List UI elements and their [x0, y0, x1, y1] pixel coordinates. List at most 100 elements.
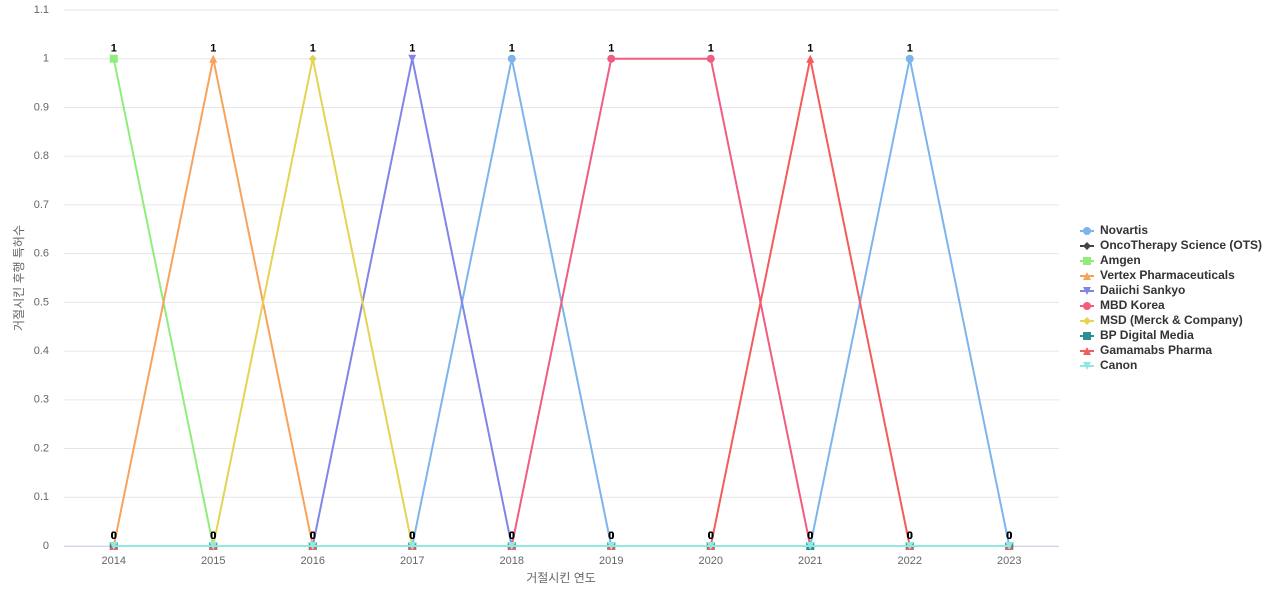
- data-label: 0: [310, 530, 316, 542]
- data-label: 1: [210, 43, 216, 55]
- marker: [607, 542, 616, 550]
- data-label: 0: [111, 530, 117, 542]
- y-axis-title: 거절시킨 후행 특허수: [11, 225, 26, 331]
- data-label: 0: [807, 530, 813, 542]
- data-label: 0: [1006, 530, 1012, 542]
- x-axis-title: 거절시킨 연도: [526, 571, 596, 585]
- legend-label: MSD (Merck & Company): [1100, 313, 1243, 327]
- marker: [507, 54, 516, 63]
- data-label: 0: [210, 530, 216, 542]
- data-label: 0: [608, 530, 614, 542]
- data-label: 0: [310, 530, 316, 542]
- data-label: 0: [708, 530, 714, 542]
- data-label: 0: [509, 530, 515, 542]
- data-label: 0: [409, 530, 415, 542]
- data-label: 0: [111, 530, 117, 542]
- legend-label: MBD Korea: [1100, 298, 1165, 312]
- y-tick-label: 0.9: [34, 101, 49, 113]
- legend-label: OncoTherapy Science (OTS): [1100, 238, 1262, 252]
- data-label: 0: [210, 530, 216, 542]
- data-label: 0: [907, 530, 913, 542]
- data-label: 1: [409, 43, 415, 55]
- x-tick-label: 2016: [301, 555, 325, 567]
- data-label: 0: [409, 530, 415, 542]
- marker: [408, 54, 417, 63]
- data-label: 0: [1006, 530, 1012, 542]
- x-tick-label: 2015: [201, 555, 225, 567]
- data-label: 0: [1006, 530, 1012, 542]
- marker: [1083, 287, 1091, 295]
- data-label: 0: [1006, 530, 1012, 542]
- marker: [109, 54, 118, 63]
- data-label: 0: [409, 530, 415, 542]
- data-label: 0: [708, 530, 714, 542]
- marker: [1083, 227, 1091, 235]
- data-label: 0: [1006, 530, 1012, 542]
- data-label: 1: [708, 43, 714, 55]
- data-label: 0: [509, 530, 515, 542]
- data-label: 0: [708, 530, 714, 542]
- data-label: 0: [210, 530, 216, 542]
- x-tick-label: 2017: [400, 555, 424, 567]
- marker: [308, 54, 317, 63]
- data-label: 0: [310, 530, 316, 542]
- marker: [1005, 542, 1014, 550]
- marker: [507, 542, 516, 550]
- data-label: 0: [111, 530, 117, 542]
- marker: [1083, 362, 1091, 370]
- legend-label: Canon: [1100, 358, 1137, 372]
- marker: [1083, 347, 1091, 355]
- data-label: 0: [907, 530, 913, 542]
- data-label: 0: [409, 530, 415, 542]
- y-tick-label: 0.5: [34, 296, 49, 308]
- data-label: 0: [807, 530, 813, 542]
- data-label: 1: [509, 43, 515, 55]
- y-tick-label: 1.1: [34, 4, 49, 16]
- data-label: 0: [807, 530, 813, 542]
- data-label: 0: [509, 530, 515, 542]
- marker: [905, 54, 914, 63]
- data-label: 0: [608, 530, 614, 542]
- marker: [706, 54, 715, 63]
- marker: [408, 542, 417, 550]
- data-label: 0: [310, 530, 316, 542]
- data-label: 0: [409, 530, 415, 542]
- data-label: 0: [708, 530, 714, 542]
- y-tick-label: 0.8: [34, 150, 49, 162]
- data-label: 0: [210, 530, 216, 542]
- data-label: 0: [708, 530, 714, 542]
- marker: [1083, 302, 1091, 310]
- y-tick-label: 0: [43, 540, 49, 552]
- data-label: 0: [708, 530, 714, 542]
- data-label: 0: [608, 530, 614, 542]
- x-tick-label: 2018: [500, 555, 524, 567]
- data-label: 0: [509, 530, 515, 542]
- data-label: 0: [608, 530, 614, 542]
- y-tick-label: 0.3: [34, 394, 49, 406]
- data-label: 0: [708, 530, 714, 542]
- data-label: 0: [807, 530, 813, 542]
- data-label: 0: [608, 530, 614, 542]
- data-label: 0: [210, 530, 216, 542]
- data-label: 0: [310, 530, 316, 542]
- data-label: 0: [310, 530, 316, 542]
- data-label: 0: [907, 530, 913, 542]
- marker: [706, 542, 715, 550]
- data-label: 0: [111, 530, 117, 542]
- data-label: 1: [608, 43, 614, 55]
- data-label: 0: [111, 530, 117, 542]
- legend-label: Amgen: [1100, 253, 1141, 267]
- y-tick-label: 0.6: [34, 248, 49, 260]
- data-label: 0: [111, 530, 117, 542]
- data-label: 0: [708, 530, 714, 542]
- data-label: 0: [1006, 530, 1012, 542]
- x-tick-label: 2022: [898, 555, 922, 567]
- data-label: 0: [907, 530, 913, 542]
- data-label: 0: [907, 530, 913, 542]
- data-label: 1: [111, 43, 117, 55]
- data-label: 0: [608, 530, 614, 542]
- data-label: 0: [210, 530, 216, 542]
- data-label: 0: [310, 530, 316, 542]
- data-label: 0: [409, 530, 415, 542]
- data-label: 0: [608, 530, 614, 542]
